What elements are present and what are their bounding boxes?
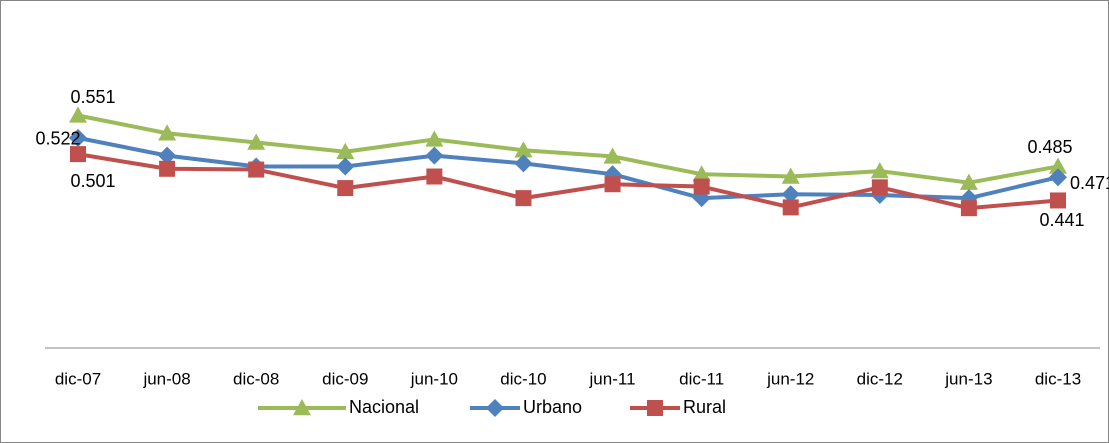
marker xyxy=(781,185,800,204)
x-tick-label: jun-10 xyxy=(410,369,458,388)
marker xyxy=(159,160,176,177)
x-tick-label: jun-13 xyxy=(944,369,992,388)
x-tick-label: dic-07 xyxy=(55,369,101,388)
marker xyxy=(337,180,354,197)
marker xyxy=(693,178,710,195)
data-label: 0.551 xyxy=(70,87,115,107)
marker xyxy=(336,157,355,176)
marker xyxy=(293,399,311,416)
marker xyxy=(247,133,266,150)
series-line xyxy=(77,113,1059,185)
marker xyxy=(871,179,888,196)
legend-label: Rural xyxy=(683,397,726,417)
legend-label: Urbano xyxy=(523,397,582,417)
marker xyxy=(870,162,889,179)
marker xyxy=(1050,192,1066,209)
marker xyxy=(1049,168,1067,187)
marker xyxy=(514,141,533,158)
marker xyxy=(426,168,443,185)
data-label: 0.485 xyxy=(1027,137,1072,157)
marker xyxy=(425,130,444,147)
data-label: 0.522 xyxy=(35,129,80,149)
data-label: 0.441 xyxy=(1039,210,1084,230)
x-tick-label: jun-12 xyxy=(766,369,814,388)
marker xyxy=(604,176,621,193)
marker xyxy=(514,154,533,173)
legend-label: Nacional xyxy=(349,397,419,417)
x-tick-label: dic-11 xyxy=(679,369,724,388)
data-label: 0.501 xyxy=(70,171,115,191)
marker xyxy=(158,124,177,141)
series-line xyxy=(77,135,1059,201)
marker xyxy=(486,399,504,417)
marker xyxy=(69,128,87,147)
x-tick-label: jun-08 xyxy=(142,369,190,388)
marker xyxy=(959,173,978,190)
marker xyxy=(781,167,800,184)
marker xyxy=(425,146,444,165)
x-tick-label: dic-13 xyxy=(1035,369,1081,388)
series-line xyxy=(77,152,1059,211)
x-tick-label: dic-10 xyxy=(500,369,546,388)
marker xyxy=(603,147,622,164)
marker xyxy=(69,106,87,123)
marker xyxy=(692,165,711,182)
marker xyxy=(647,400,663,416)
marker xyxy=(1049,157,1067,174)
marker xyxy=(515,190,532,207)
x-tick-label: dic-12 xyxy=(857,369,903,388)
marker xyxy=(336,142,355,159)
x-tick-label: jun-11 xyxy=(589,369,636,388)
marker xyxy=(248,161,265,178)
marker xyxy=(70,146,86,163)
marker xyxy=(158,146,177,165)
marker xyxy=(960,200,977,217)
data-label: 0.471 xyxy=(1070,173,1109,193)
marker xyxy=(782,199,799,216)
x-tick-label: dic-08 xyxy=(233,369,279,388)
x-tick-label: dic-09 xyxy=(322,369,368,388)
